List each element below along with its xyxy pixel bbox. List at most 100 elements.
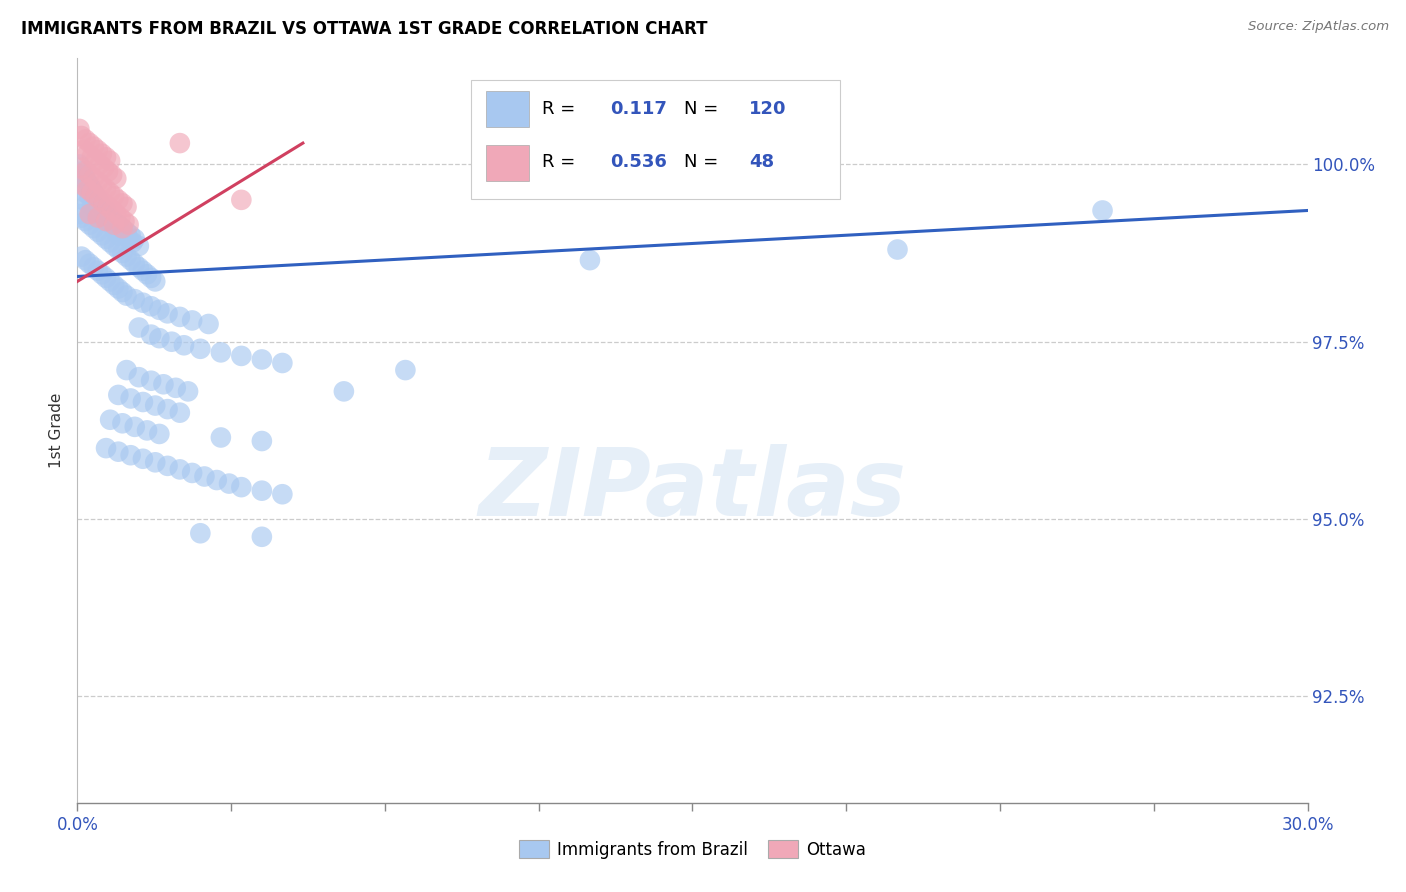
Text: N =: N = [683, 100, 718, 118]
Point [90, 146, 114, 161]
Point [141, 327, 163, 342]
Point [84, 189, 107, 203]
Point [75, 132, 97, 146]
Point [80, 150, 103, 164]
Point [75, 253, 97, 268]
Point [84, 189, 107, 203]
Point [83, 260, 105, 275]
Text: IMMIGRANTS FROM BRAZIL VS OTTAWA 1ST GRADE CORRELATION CHART: IMMIGRANTS FROM BRAZIL VS OTTAWA 1ST GRA… [21, 20, 707, 37]
Point [218, 476, 240, 491]
Point [98, 275, 121, 289]
Point [111, 246, 134, 260]
Point [89, 193, 111, 207]
Point [165, 381, 187, 395]
Point [181, 466, 204, 480]
Point [75, 164, 97, 178]
Point [76, 196, 98, 211]
Point [152, 377, 174, 392]
Point [70, 128, 93, 143]
FancyBboxPatch shape [486, 145, 529, 181]
Point [87, 264, 110, 278]
Point [90, 268, 114, 282]
Point [83, 193, 105, 207]
Point [80, 182, 103, 196]
Text: N =: N = [683, 153, 718, 171]
Point [111, 417, 134, 431]
Point [70, 211, 93, 225]
Point [75, 171, 97, 186]
Point [128, 239, 150, 253]
Point [169, 136, 191, 150]
Point [141, 374, 163, 388]
Point [132, 395, 155, 409]
Point [97, 214, 120, 228]
Point [177, 384, 200, 399]
Point [76, 182, 98, 196]
Point [83, 139, 105, 153]
Point [84, 153, 107, 168]
Point [72, 178, 94, 193]
Point [79, 168, 101, 182]
Point [143, 399, 166, 413]
Point [156, 306, 179, 320]
Point [79, 257, 101, 271]
Point [76, 146, 98, 161]
Point [101, 203, 124, 218]
Point [103, 277, 125, 292]
Point [70, 161, 93, 175]
Point [115, 288, 138, 302]
Point [79, 189, 101, 203]
Point [193, 469, 215, 483]
Point [105, 225, 128, 239]
Point [107, 228, 129, 243]
Point [197, 317, 219, 331]
Point [169, 406, 191, 420]
Point [250, 352, 273, 367]
Point [103, 239, 125, 253]
Point [76, 175, 98, 189]
Y-axis label: 1st Grade: 1st Grade [49, 392, 65, 468]
Point [114, 214, 136, 228]
Point [87, 225, 110, 239]
Point [136, 424, 159, 438]
Point [98, 235, 121, 250]
Point [141, 271, 163, 285]
Point [250, 434, 273, 448]
Point [143, 275, 166, 289]
Point [231, 349, 253, 363]
Point [67, 157, 90, 171]
Point [90, 228, 114, 243]
Point [98, 186, 121, 200]
Point [79, 207, 101, 221]
Point [120, 392, 142, 406]
Point [101, 218, 124, 232]
Point [107, 281, 129, 295]
Point [103, 189, 125, 203]
Point [111, 221, 134, 235]
Point [141, 299, 163, 313]
Point [394, 363, 416, 377]
Point [107, 243, 129, 257]
Point [75, 214, 97, 228]
Point [90, 200, 114, 214]
Point [93, 211, 115, 225]
Point [67, 122, 90, 136]
Point [87, 143, 110, 157]
Point [79, 218, 101, 232]
Point [94, 207, 117, 221]
Point [169, 310, 191, 324]
Point [103, 218, 125, 232]
Point [94, 203, 117, 218]
Point [115, 363, 138, 377]
Point [70, 250, 93, 264]
Text: ZIPatlas: ZIPatlas [478, 444, 907, 536]
Point [250, 483, 273, 498]
Text: 48: 48 [749, 153, 775, 171]
Point [70, 175, 93, 189]
Point [136, 268, 159, 282]
Point [98, 413, 121, 427]
Point [143, 455, 166, 469]
Point [107, 193, 129, 207]
Point [111, 221, 134, 235]
Point [87, 175, 110, 189]
